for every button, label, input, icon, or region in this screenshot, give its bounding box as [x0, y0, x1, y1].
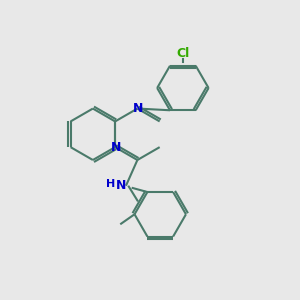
Text: N: N: [133, 102, 143, 115]
Text: N: N: [111, 141, 122, 154]
Text: N: N: [116, 179, 126, 192]
Text: H: H: [106, 179, 115, 189]
Text: Cl: Cl: [176, 47, 190, 60]
